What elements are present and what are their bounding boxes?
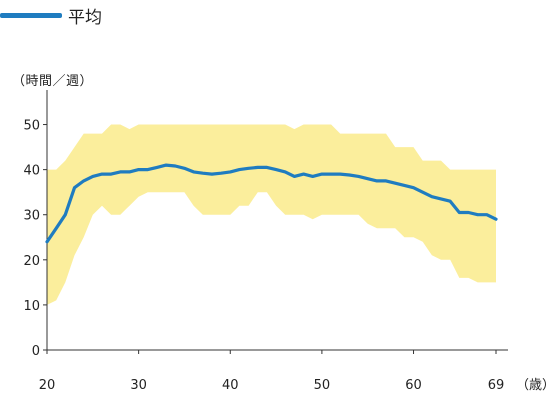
x-tick-label: 20 <box>39 378 56 393</box>
mean-series-line <box>45 163 498 244</box>
legend: 平均 <box>0 2 102 28</box>
mean-line-layer <box>45 163 498 244</box>
x-tick-label: 50 <box>314 378 331 393</box>
tick-labels-layer: 0 10 20 30 40 50 20 30 40 50 60 69 <box>23 119 504 393</box>
x-tick-label: 69 <box>488 378 505 393</box>
x-tick-label: 60 <box>405 378 422 393</box>
x-axis-unit-label: （歳） <box>516 378 546 393</box>
y-axis-unit-label: （時間／週） <box>12 74 94 89</box>
y-tick-label: 50 <box>23 119 40 134</box>
y-tick-label: 10 <box>23 299 40 314</box>
range-band-layer <box>47 124 496 305</box>
x-tick-label: 30 <box>130 378 147 393</box>
y-tick-label: 20 <box>23 254 40 269</box>
legend-swatch-mean <box>0 12 62 18</box>
y-tick-label: 40 <box>23 164 40 179</box>
y-tick-label: 30 <box>23 209 40 224</box>
range-band-area <box>47 124 496 305</box>
x-tick-label: 40 <box>222 378 239 393</box>
y-tick-label: 0 <box>32 344 40 359</box>
axes-layer <box>46 90 508 351</box>
legend-label-mean: 平均 <box>68 7 102 28</box>
